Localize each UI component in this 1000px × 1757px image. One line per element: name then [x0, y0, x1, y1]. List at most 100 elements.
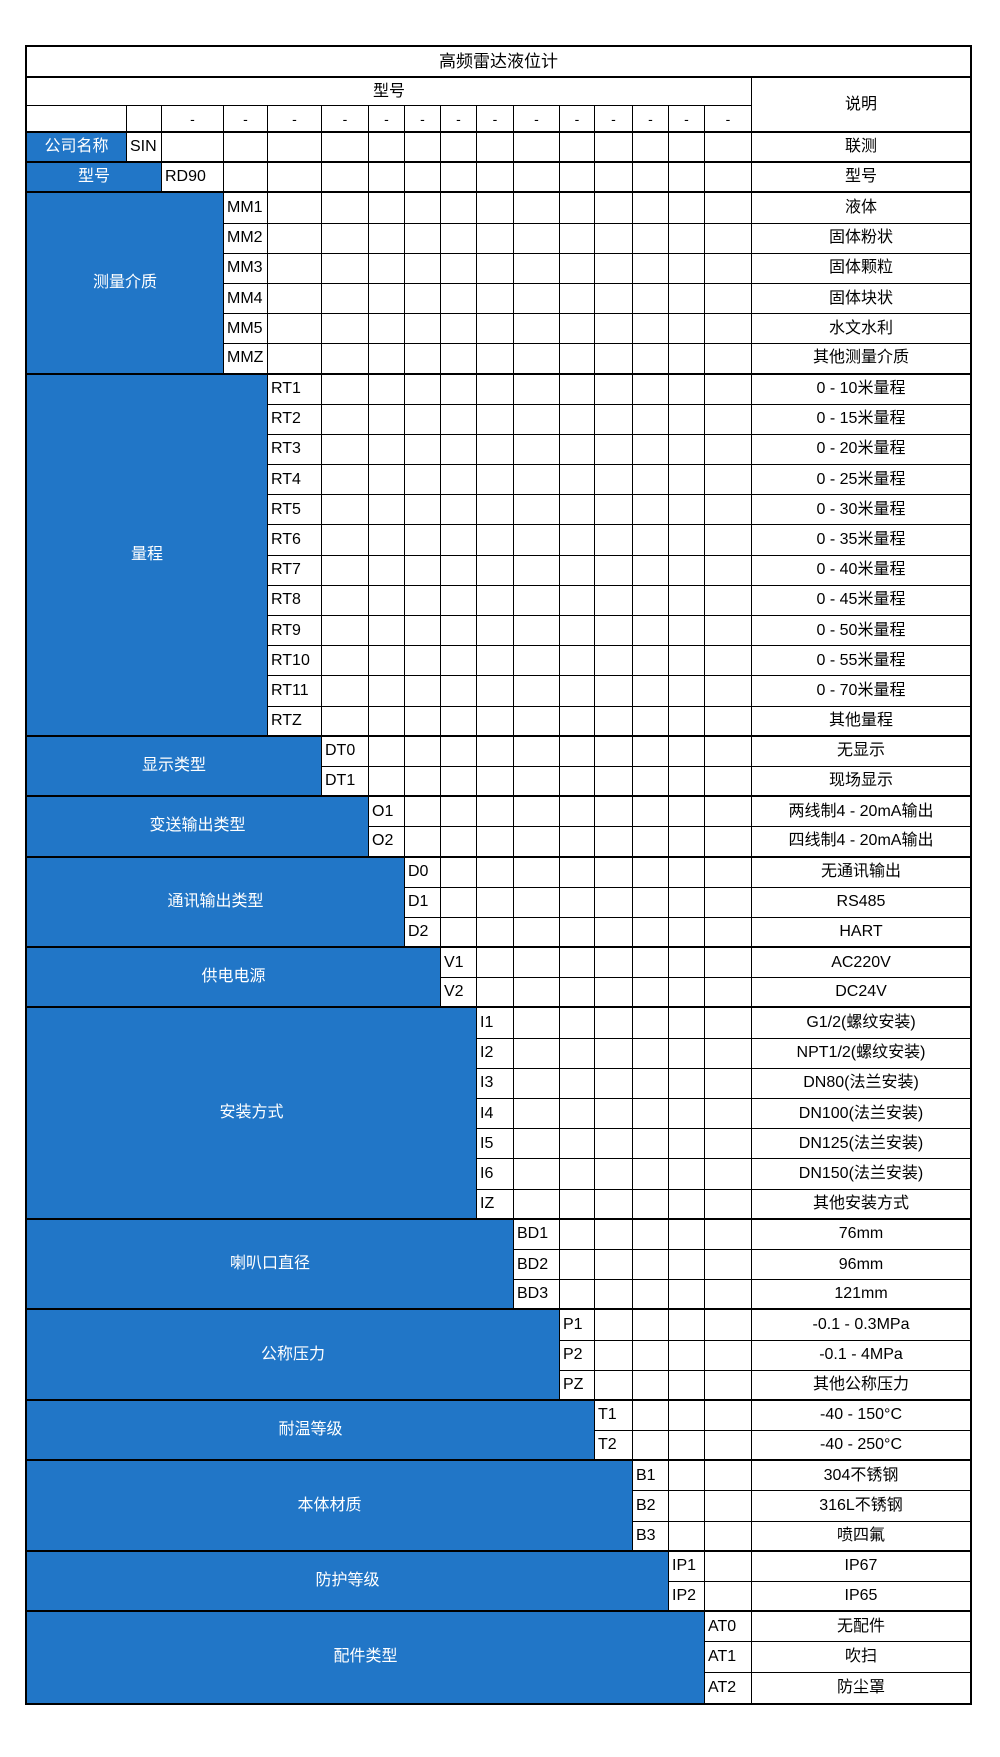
empty-cell — [595, 706, 633, 737]
empty-cell — [669, 706, 705, 737]
description-cell: 0 - 50米量程 — [752, 616, 970, 647]
empty-cell — [669, 133, 705, 164]
empty-cell — [268, 253, 322, 284]
category-cell: 通讯输出类型 — [27, 857, 405, 949]
empty-cell — [560, 1129, 595, 1160]
empty-cell — [477, 857, 514, 888]
code-cell: T2 — [595, 1431, 633, 1462]
empty-cell — [441, 525, 477, 556]
empty-cell — [514, 616, 560, 647]
empty-cell — [369, 585, 405, 616]
empty-cell — [669, 797, 705, 828]
code-cell: O1 — [369, 797, 405, 828]
code-cell: O2 — [369, 827, 405, 858]
description-cell: AC220V — [752, 948, 970, 979]
empty-cell — [441, 374, 477, 405]
empty-cell — [560, 1159, 595, 1190]
empty-cell — [705, 978, 752, 1009]
code-cell: MM3 — [224, 253, 268, 284]
empty-cell — [514, 525, 560, 556]
empty-cell — [595, 827, 633, 858]
code-cell: V2 — [441, 978, 477, 1009]
code-cell: IP2 — [669, 1582, 705, 1613]
empty-cell — [669, 314, 705, 345]
empty-cell — [441, 283, 477, 315]
empty-cell — [595, 133, 633, 164]
empty-cell — [405, 163, 441, 194]
empty-cell — [514, 797, 560, 828]
empty-cell — [322, 525, 369, 556]
code-cell: RT9 — [268, 616, 322, 647]
empty-cell — [669, 344, 705, 375]
description-cell: DN100(法兰安装) — [752, 1099, 970, 1130]
empty-cell — [405, 404, 441, 435]
model-separator-dash: - — [441, 106, 477, 133]
empty-cell — [405, 133, 441, 164]
empty-cell — [322, 465, 369, 496]
description-cell: 其他量程 — [752, 707, 970, 737]
description-cell: 0 - 30米量程 — [752, 495, 970, 526]
empty-cell — [595, 1280, 633, 1311]
empty-cell — [705, 1521, 752, 1552]
empty-cell — [595, 374, 633, 405]
empty-cell — [669, 1491, 705, 1522]
empty-cell — [514, 133, 560, 164]
empty-cell — [705, 1582, 752, 1613]
empty-cell — [705, 1249, 752, 1281]
empty-cell — [669, 1189, 705, 1220]
empty-cell — [633, 223, 669, 254]
description-cell: 76mm — [752, 1220, 970, 1250]
empty-cell — [441, 857, 477, 888]
description-cell: 型号 — [752, 163, 970, 194]
empty-cell — [595, 1068, 633, 1099]
empty-cell — [705, 163, 752, 194]
code-cell: RT10 — [268, 646, 322, 677]
empty-cell — [595, 1159, 633, 1190]
code-cell: RT7 — [268, 555, 322, 586]
empty-cell — [669, 193, 705, 224]
empty-cell — [322, 616, 369, 647]
code-cell: I4 — [477, 1099, 514, 1130]
empty-cell — [560, 585, 595, 616]
empty-cell — [705, 1431, 752, 1462]
empty-cell — [595, 1099, 633, 1130]
description-cell: IP67 — [752, 1552, 970, 1582]
empty-cell — [405, 223, 441, 254]
empty-cell — [560, 766, 595, 798]
empty-cell — [595, 193, 633, 224]
empty-cell — [322, 163, 369, 194]
description-cell: 吹扫 — [752, 1642, 970, 1673]
empty-cell — [669, 495, 705, 526]
empty-cell — [705, 1551, 752, 1582]
empty-cell — [477, 193, 514, 224]
empty-cell — [369, 404, 405, 435]
empty-cell — [369, 736, 405, 767]
empty-cell — [705, 1129, 752, 1160]
empty-cell — [705, 585, 752, 616]
empty-cell — [405, 495, 441, 526]
empty-cell — [633, 736, 669, 767]
empty-cell — [268, 133, 322, 164]
empty-cell — [405, 676, 441, 707]
empty-cell — [369, 766, 405, 798]
code-cell: D2 — [405, 917, 441, 949]
empty-cell — [705, 495, 752, 526]
empty-cell — [669, 555, 705, 586]
empty-cell — [633, 917, 669, 949]
empty-cell — [595, 555, 633, 586]
empty-cell — [633, 1400, 669, 1432]
empty-cell — [669, 163, 705, 194]
code-cell: I5 — [477, 1129, 514, 1160]
empty-cell — [514, 887, 560, 918]
empty-cell — [477, 344, 514, 375]
empty-cell — [514, 223, 560, 254]
empty-cell — [322, 495, 369, 526]
code-cell: PZ — [560, 1370, 595, 1401]
empty-cell — [633, 857, 669, 888]
code-cell: MM4 — [224, 283, 268, 315]
code-cell: D0 — [405, 857, 441, 888]
empty-cell — [669, 1280, 705, 1311]
code-cell: I2 — [477, 1038, 514, 1069]
empty-cell — [405, 253, 441, 284]
empty-cell — [595, 676, 633, 707]
